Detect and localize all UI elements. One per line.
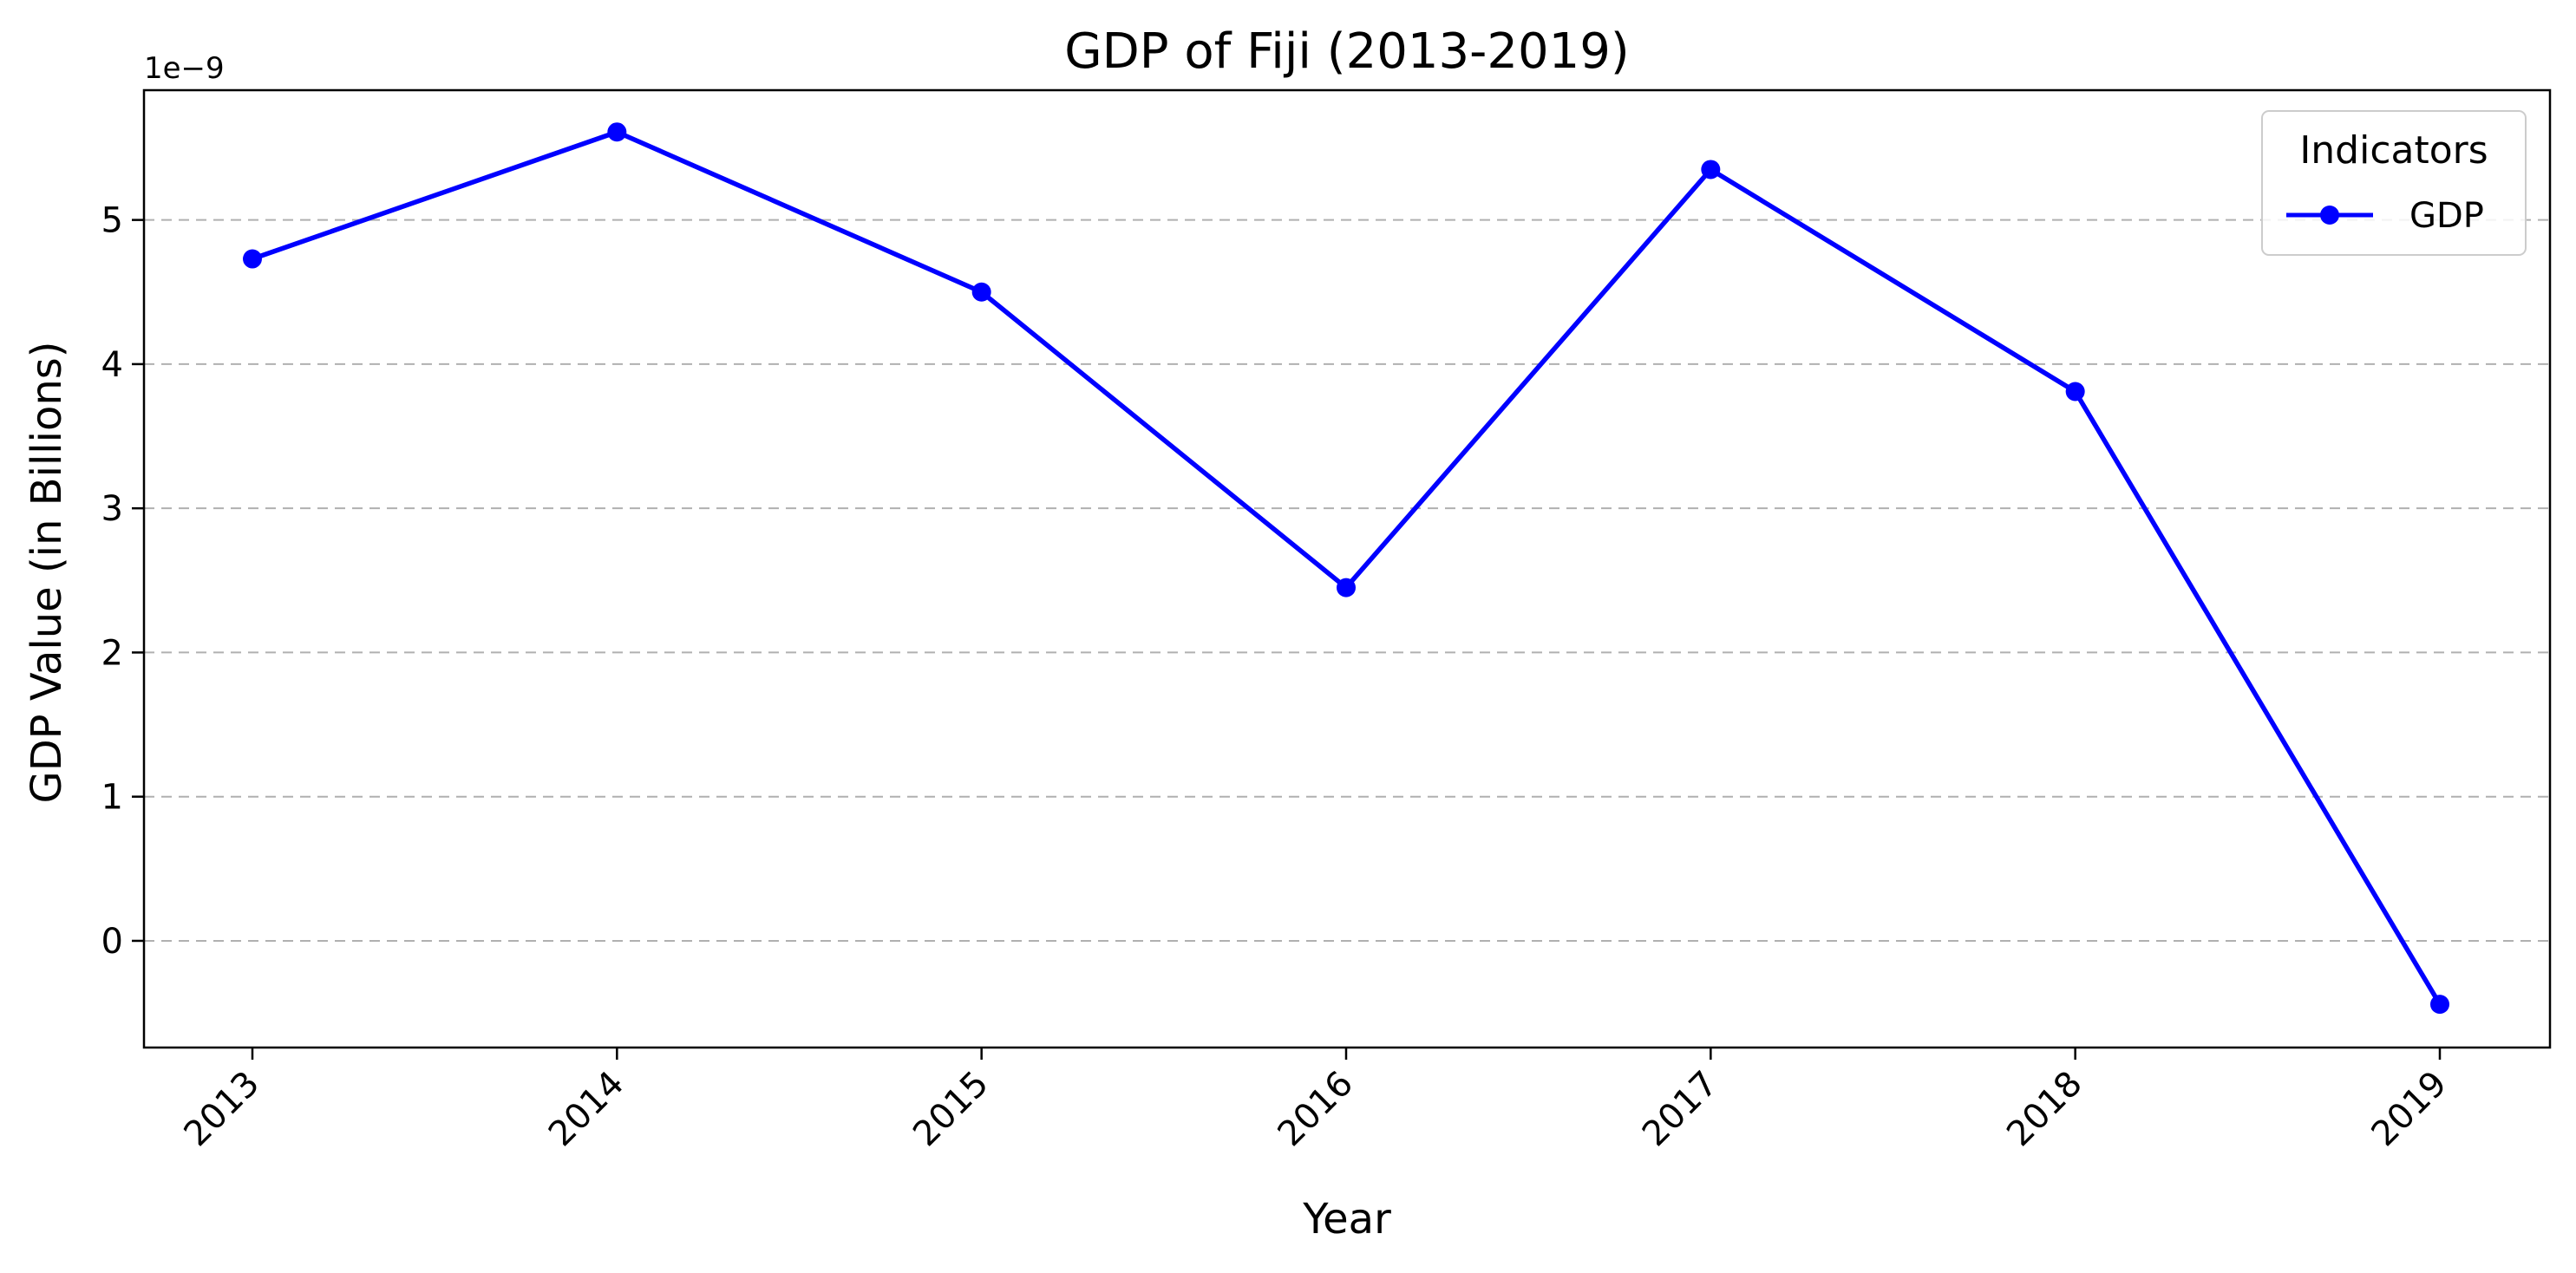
legend-label: GDP (2409, 196, 2484, 236)
data-point (243, 249, 262, 269)
series-layer (243, 122, 2449, 1015)
y-tick-label: 3 (101, 489, 123, 529)
x-axis-title: Year (1302, 1195, 1391, 1244)
y-tick-label: 4 (101, 345, 123, 385)
data-point (971, 282, 991, 302)
data-point (1701, 160, 1721, 180)
data-point (2065, 382, 2085, 401)
y-axis-title: GDP Value (in Billions) (23, 342, 71, 804)
data-point (1337, 578, 1356, 597)
gridlines (144, 219, 2550, 942)
y-axis-offset-label: 1e−9 (144, 51, 225, 86)
y-axis: 0 1 2 3 4 5 (101, 201, 144, 962)
y-tick-label: 1 (101, 778, 123, 818)
data-point (2430, 995, 2449, 1015)
legend-title: Indicators (2299, 128, 2488, 173)
y-tick-label: 0 (101, 922, 123, 962)
data-point (607, 122, 627, 142)
legend-marker-swatch (2320, 206, 2339, 225)
chart-title: GDP of Fiji (2013-2019) (1064, 23, 1629, 80)
legend: Indicators GDP (2261, 110, 2527, 256)
y-tick-label: 2 (101, 633, 123, 673)
y-tick-label: 5 (101, 201, 123, 241)
